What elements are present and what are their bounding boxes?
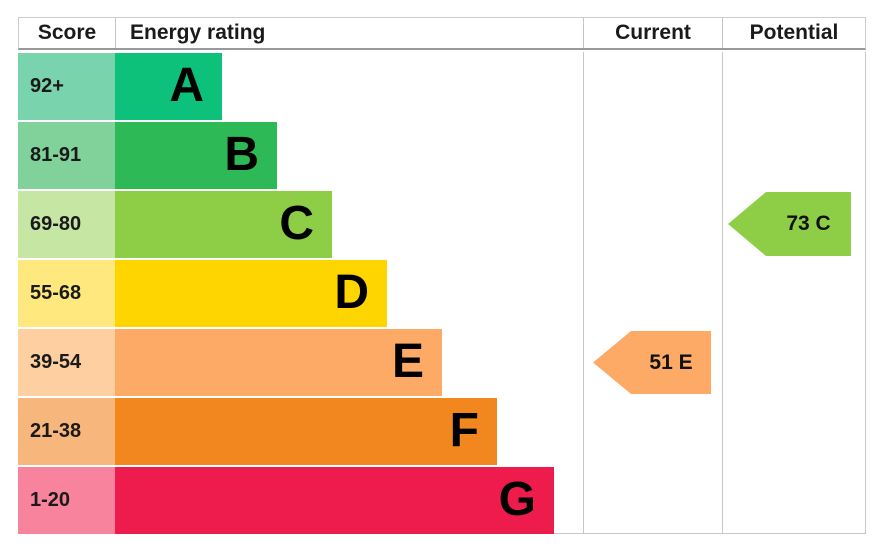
column-divider-potential (722, 52, 723, 533)
score-range-d: 55-68 (18, 260, 115, 327)
band-row-g: 1-20 G (18, 467, 554, 534)
header-potential: Potential (749, 21, 839, 44)
band-bar-a: A (115, 53, 222, 120)
band-bar-c: C (115, 191, 332, 258)
band-row-a: 92+ A (18, 53, 554, 120)
band-bar-d: D (115, 260, 387, 327)
table-right-border (865, 52, 866, 533)
score-range-c: 69-80 (18, 191, 115, 258)
header-score: Score (19, 18, 116, 48)
current-rating-value: 51 E (649, 350, 693, 374)
potential-rating-arrow: 73 C (728, 192, 851, 256)
band-bar-b: B (115, 122, 277, 189)
potential-rating-value: 73 C (786, 212, 831, 235)
score-range-a: 92+ (18, 53, 115, 120)
left-arrow-icon (593, 331, 711, 394)
band-rows: 92+ A 81-91 B 69-80 C 55-68 D 39-54 E 21-38 F 1-20 G (18, 53, 554, 536)
header-current: Current (584, 18, 723, 48)
current-rating-arrow: 51 E (593, 331, 711, 394)
band-row-d: 55-68 D (18, 260, 554, 327)
score-range-e: 39-54 (18, 329, 115, 396)
score-range-b: 81-91 (18, 122, 115, 189)
epc-rating-chart: Score Energy rating Current Potential 92… (18, 17, 866, 536)
score-range-g: 1-20 (18, 467, 115, 534)
column-divider-current (583, 52, 584, 533)
left-arrow-icon (728, 192, 851, 256)
band-row-b: 81-91 B (18, 122, 554, 189)
band-bar-g: G (115, 467, 554, 534)
band-row-e: 39-54 E (18, 329, 554, 396)
band-row-c: 69-80 C (18, 191, 554, 258)
header-row: Score Energy rating Current Potential (18, 17, 866, 50)
band-bar-f: F (115, 398, 497, 465)
header-energy-rating: Energy rating (116, 18, 584, 48)
band-row-f: 21-38 F (18, 398, 554, 465)
band-bar-e: E (115, 329, 442, 396)
score-range-f: 21-38 (18, 398, 115, 465)
